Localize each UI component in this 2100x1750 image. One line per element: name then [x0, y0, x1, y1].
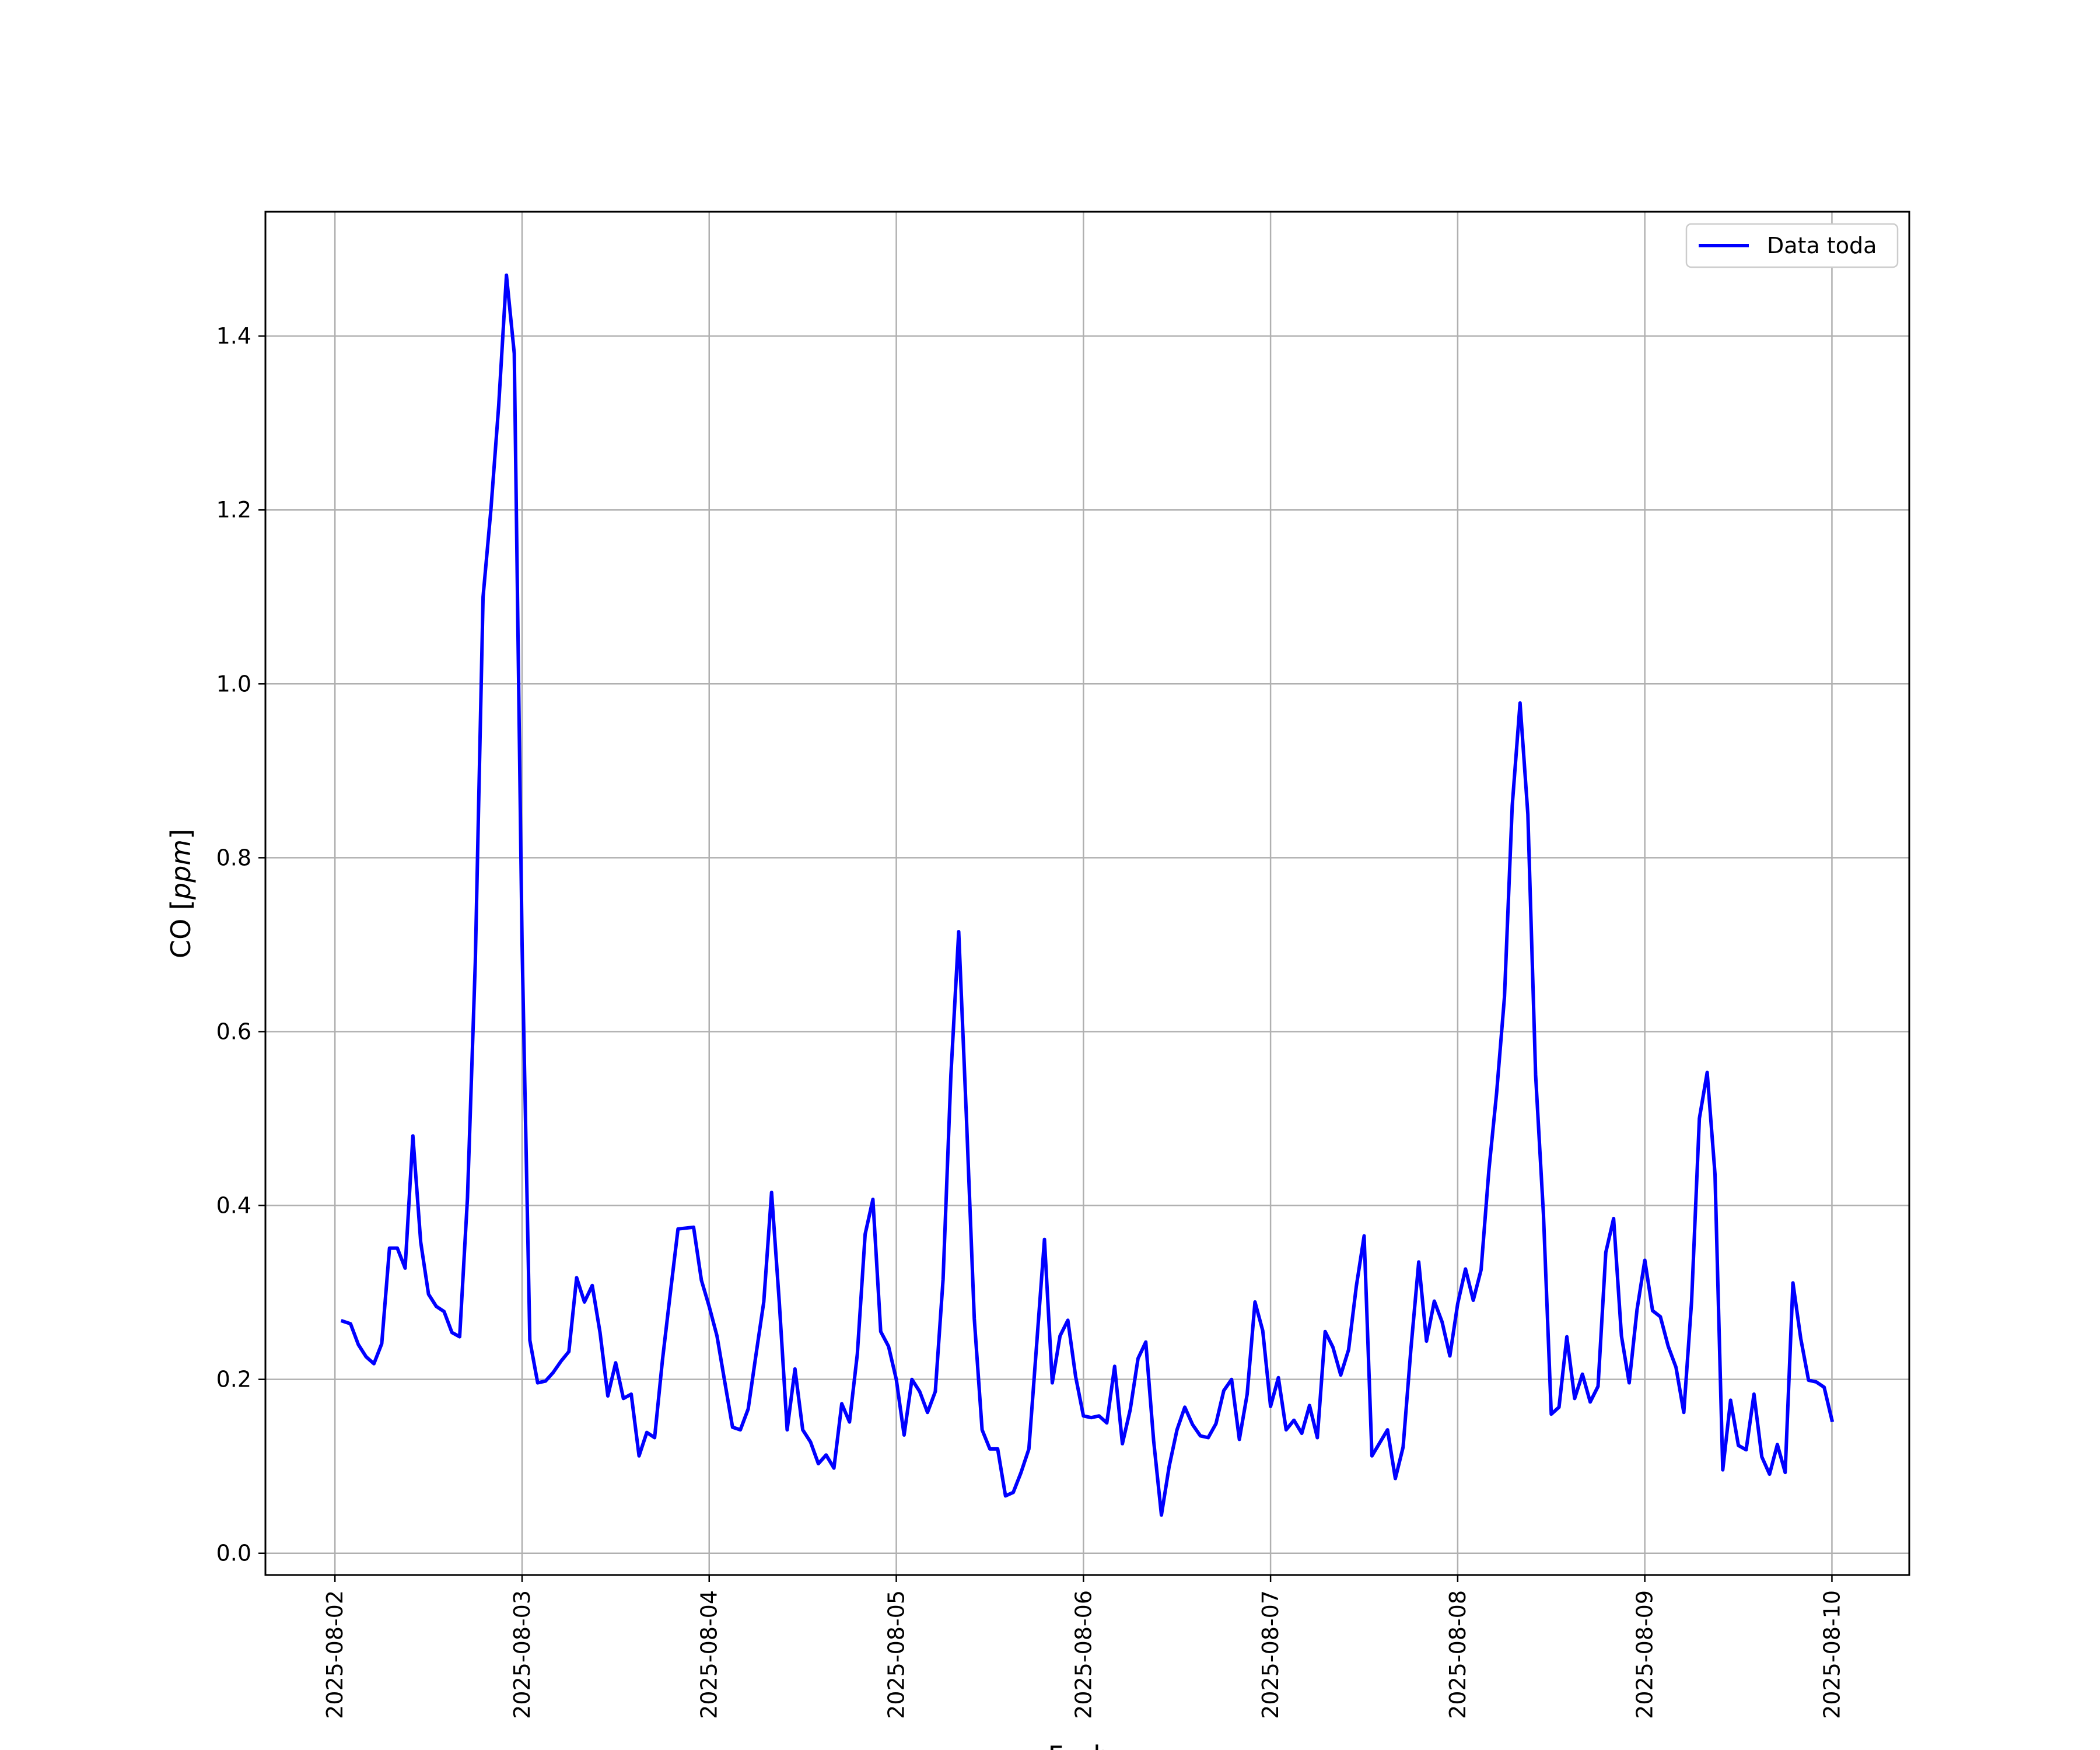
y-axis: 0.0 0.2 0.4 0.6 0.8 1.0 1.2 1.4 [216, 323, 265, 1566]
y-axis-title: CO [ppm] [165, 829, 197, 958]
series-group [340, 273, 1835, 1517]
x-tick-label: 2025-08-10 [1819, 1590, 1845, 1719]
series-line-data-toda [340, 273, 1835, 1517]
y-tick-label: 1.2 [216, 497, 251, 523]
y-axis-title-plain: CO [165, 910, 197, 958]
grid-lines [265, 212, 1909, 1575]
x-axis-title: Fecha [1048, 1740, 1127, 1750]
y-tick-label: 0.0 [216, 1541, 251, 1566]
y-tick-label: 0.4 [216, 1193, 251, 1219]
x-tick-label: 2025-08-06 [1070, 1590, 1096, 1719]
x-tick-label: 2025-08-03 [509, 1590, 535, 1719]
x-tick-label: 2025-08-05 [884, 1590, 909, 1719]
legend-box [1685, 223, 1899, 268]
y-axis-title-bracket-open: [ [165, 900, 197, 910]
y-axis-title-bracket-close: ] [165, 829, 197, 839]
x-axis: 2025-08-02 2025-08-03 2025-08-04 2025-08-05… [322, 1575, 1845, 1719]
x-tick-label: 2025-08-02 [322, 1590, 348, 1719]
y-tick-label: 0.8 [216, 845, 251, 870]
x-tick-label: 2025-08-09 [1632, 1590, 1658, 1719]
plot-frame [264, 211, 1910, 1576]
y-tick-label: 1.4 [216, 323, 251, 349]
y-tick-label: 0.6 [216, 1019, 251, 1044]
x-tick-label: 2025-08-08 [1445, 1590, 1471, 1719]
legend-label-data-toda: Data toda [1767, 233, 1877, 258]
legend: Data toda [1685, 223, 1899, 268]
y-axis-title-unit: ppm [165, 839, 197, 900]
x-tick-label: 2025-08-07 [1258, 1590, 1283, 1719]
y-tick-label: 0.2 [216, 1367, 251, 1392]
y-tick-label: 1.0 [216, 671, 251, 696]
x-tick-label: 2025-08-04 [696, 1590, 722, 1719]
